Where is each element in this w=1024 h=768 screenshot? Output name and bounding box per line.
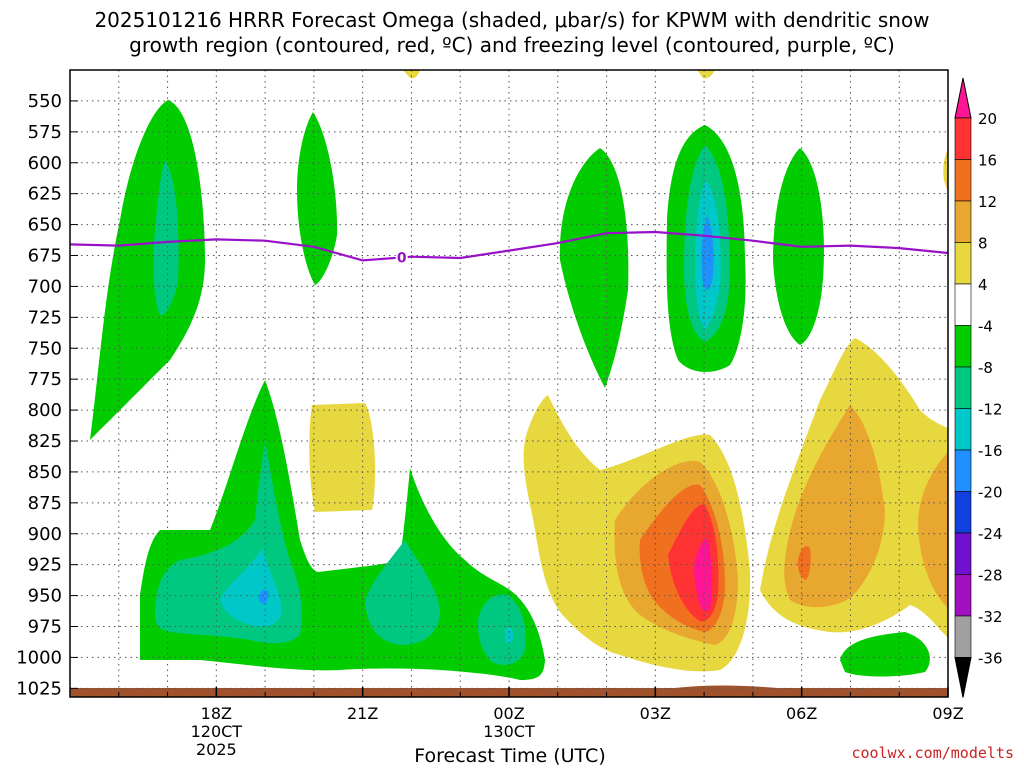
colorbar-label: -12 (978, 401, 1003, 419)
y-tick-label: 825 (28, 431, 62, 452)
colorbar-top-arrow (954, 77, 972, 119)
colorbar-segment (954, 325, 972, 368)
colorbar-segment (954, 491, 972, 534)
y-tick-label: 975 (28, 617, 62, 638)
freezing-level-line (69, 230, 949, 262)
y-tick-label: 700 (28, 276, 62, 297)
colorbar-label: -20 (978, 484, 1003, 502)
surface-bump (660, 685, 800, 690)
x-tick-label: 21Z (347, 704, 378, 723)
y-tick-label: 1025 (16, 678, 62, 699)
omega-shading (70, 70, 948, 697)
y-tick-label: 775 (28, 369, 62, 390)
y-tick-label: 900 (28, 524, 62, 545)
omega-cell-magenta (694, 538, 712, 612)
y-axis: 550 575 600 625 650 675 700 725 750 775 800 825 850 8… (16, 91, 78, 699)
y-tick-label: 1000 (16, 647, 62, 668)
gridlines (70, 70, 948, 697)
colorbar-segment (954, 159, 972, 202)
omega-cell-green (840, 632, 930, 677)
colorbar-bottom-arrow (954, 657, 972, 698)
colorbar-label: -8 (978, 359, 993, 377)
x-tick-sublabel: 120CT (191, 722, 243, 741)
omega-cell-cyan (505, 627, 513, 644)
colorbar-label: -32 (978, 608, 1003, 626)
y-tick-label: 925 (28, 555, 62, 576)
x-tick-label: 06Z (786, 704, 817, 723)
y-tick-label: 800 (28, 400, 62, 421)
colorbar-label: 16 (978, 152, 997, 170)
omega-cell-yellow (309, 403, 376, 512)
colorbar-segment (954, 574, 972, 617)
freezing-label-bg (395, 247, 408, 265)
y-tick-label: 675 (28, 246, 62, 267)
omega-cell-green (90, 100, 205, 440)
freezing-level-label: 0 (397, 251, 407, 267)
colorbar-segment (954, 615, 972, 658)
y-tick-label: 850 (28, 462, 62, 483)
colorbar-label: -36 (978, 650, 1003, 668)
colorbar-label: -28 (978, 567, 1003, 585)
colorbar-segment (954, 532, 972, 575)
colorbar-segment (954, 366, 972, 409)
omega-cell-yellow (697, 70, 715, 79)
colorbar-label: 20 (978, 110, 997, 128)
x-tick-sublabel: 2025 (196, 740, 237, 759)
freezing-level-contour: 0 (69, 230, 949, 267)
y-tick-label: 725 (28, 307, 62, 328)
omega-cell-yellow (403, 70, 420, 79)
colorbar-label: 8 (978, 235, 988, 253)
omega-cell-green (559, 148, 629, 388)
colorbar: 20 16 12 8 4 -4 -8 -12 -16 -20 -24 -28 -32 -36 (954, 77, 1003, 698)
colorbar-segment (954, 200, 972, 243)
y-tick-label: 650 (28, 215, 62, 236)
omega-cell-teal (153, 160, 179, 316)
omega-cell-green (297, 112, 338, 285)
colorbar-label: -16 (978, 442, 1003, 460)
omega-cell-teal (365, 540, 440, 645)
x-tick-sublabel: 130CT (483, 722, 535, 741)
x-tick-label: 03Z (640, 704, 671, 723)
x-tick-label: 00Z (493, 704, 524, 723)
omega-cell-blue (258, 589, 269, 604)
omega-cell-blue (701, 215, 714, 290)
y-tick-label: 575 (28, 122, 62, 143)
x-axis-label: Forecast Time (UTC) (414, 745, 606, 767)
chart-title-line1: 2025101216 HRRR Forecast Omega (shaded, … (94, 8, 930, 32)
colorbar-segment (954, 408, 972, 451)
colorbar-label: -24 (978, 525, 1003, 543)
colorbar-label: -4 (978, 318, 993, 336)
chart-title-line2: growth region (contoured, red, ºC) and f… (129, 33, 895, 57)
omega-cell-orange (797, 546, 811, 580)
x-tick-label: 09Z (932, 704, 963, 723)
omega-cell-cyan (220, 548, 282, 627)
colorbar-segment (954, 242, 972, 285)
omega-cell-orange-light (918, 452, 948, 609)
colorbar-label: 4 (978, 276, 988, 294)
y-tick-label: 625 (28, 184, 62, 205)
y-tick-label: 600 (28, 153, 62, 174)
colorbar-segment (954, 117, 972, 160)
credit-link[interactable]: coolwx.com/modelts (851, 744, 1014, 762)
y-tick-label: 750 (28, 338, 62, 359)
x-tick-label: 18Z (201, 704, 232, 723)
y-tick-label: 550 (28, 91, 62, 112)
y-tick-label: 875 (28, 493, 62, 514)
omega-cell-teal (477, 594, 526, 665)
colorbar-label: 12 (978, 193, 997, 211)
colorbar-segment (954, 283, 972, 326)
colorbar-segment (954, 449, 972, 492)
y-tick-label: 950 (28, 586, 62, 607)
omega-cell-yellow (943, 148, 948, 192)
